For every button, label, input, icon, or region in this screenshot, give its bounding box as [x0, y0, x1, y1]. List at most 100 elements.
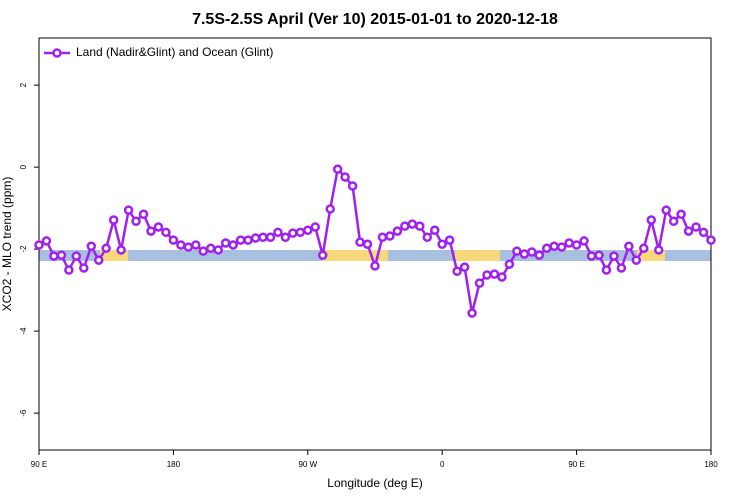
data-point	[639, 243, 649, 254]
legend-marker	[52, 48, 62, 58]
data-point	[168, 235, 179, 245]
data-point	[280, 232, 291, 242]
data-point	[422, 232, 433, 242]
data-point	[303, 225, 313, 236]
data-point	[698, 227, 709, 238]
data-point	[541, 243, 552, 254]
y-tick-label: -2	[19, 245, 28, 253]
data-point	[288, 228, 298, 238]
data-point	[691, 222, 701, 232]
y-axis-label: XCO2 - MLO trend (ppm)	[0, 177, 14, 312]
data-point	[377, 232, 388, 242]
data-point	[683, 226, 694, 236]
data-point	[138, 209, 149, 220]
data-point	[467, 308, 477, 318]
data-point	[243, 235, 253, 245]
data-point	[459, 262, 470, 272]
data-point	[407, 219, 418, 229]
x-tick-label: 180	[167, 460, 181, 469]
y-tick-label: 0	[19, 164, 28, 169]
data-point	[131, 216, 141, 226]
data-point	[325, 204, 335, 214]
data-point	[362, 239, 373, 249]
data-point	[527, 247, 537, 257]
data-point	[400, 221, 410, 231]
data-point	[71, 251, 82, 261]
data-point	[79, 263, 89, 273]
data-point	[609, 251, 619, 261]
data-point	[512, 246, 522, 256]
band-land	[322, 250, 388, 261]
data-point	[586, 251, 597, 261]
data-point	[385, 231, 395, 241]
data-point	[116, 245, 126, 255]
data-point	[332, 164, 343, 174]
data-point	[273, 227, 283, 238]
x-tick-label: 90 E	[568, 460, 584, 469]
data-point	[631, 255, 642, 265]
chart-title: 7.5S-2.5S April (Ver 10) 2015-01-01 to 2…	[192, 11, 558, 28]
band-land	[455, 250, 500, 261]
data-point	[123, 205, 134, 215]
plot-frame	[38, 37, 712, 451]
band-land	[637, 250, 665, 261]
x-tick-label: 90 E	[31, 460, 47, 469]
data-point	[661, 205, 671, 215]
data-point	[34, 240, 44, 250]
data-point	[250, 233, 261, 243]
data-point	[41, 236, 52, 246]
data-point	[668, 216, 679, 226]
data-point	[676, 209, 686, 220]
data-point	[108, 215, 119, 225]
data-point	[706, 235, 716, 245]
y-tick-label: -6	[19, 409, 28, 417]
data-point	[571, 240, 582, 250]
data-point	[444, 235, 455, 245]
data-point	[49, 251, 59, 261]
data-point	[64, 265, 74, 275]
data-point	[616, 263, 627, 273]
data-point	[549, 241, 559, 252]
data-point	[340, 172, 350, 182]
data-point	[198, 246, 209, 256]
y-tick-label: -4	[19, 327, 28, 335]
data-point	[482, 270, 492, 280]
data-point	[265, 232, 276, 242]
band-land	[100, 250, 128, 261]
data-point	[93, 255, 104, 265]
data-point	[415, 221, 425, 231]
data-point	[370, 261, 380, 271]
data-point	[519, 249, 530, 259]
data-point	[146, 226, 156, 236]
x-tick-label: 0	[440, 460, 445, 469]
data-point	[601, 265, 612, 275]
data-point	[474, 278, 485, 288]
data-point	[310, 222, 321, 232]
data-point	[392, 226, 403, 236]
data-point	[235, 235, 246, 245]
data-point	[579, 236, 589, 246]
x-tick-label: 180	[704, 460, 718, 469]
data-point	[489, 269, 500, 279]
data-point	[504, 259, 515, 270]
data-point	[653, 245, 664, 255]
data-point	[86, 241, 97, 252]
data-point	[534, 250, 545, 261]
data-point	[452, 266, 462, 277]
data-point	[183, 242, 194, 252]
data-point	[646, 215, 657, 225]
data-point	[258, 232, 268, 242]
data-point	[153, 222, 164, 232]
data-point	[317, 250, 328, 261]
data-point	[56, 250, 67, 261]
data-point	[594, 250, 604, 261]
y-tick-label: 2	[19, 82, 28, 87]
series-line	[38, 166, 712, 314]
data-point	[295, 227, 306, 238]
data-point	[101, 243, 111, 254]
x-axis-label: Longitude (deg E)	[327, 476, 422, 490]
data-point	[355, 237, 365, 247]
data-point	[228, 240, 238, 250]
legend-label: Land (Nadir&Glint) and Ocean (Glint)	[76, 45, 273, 59]
